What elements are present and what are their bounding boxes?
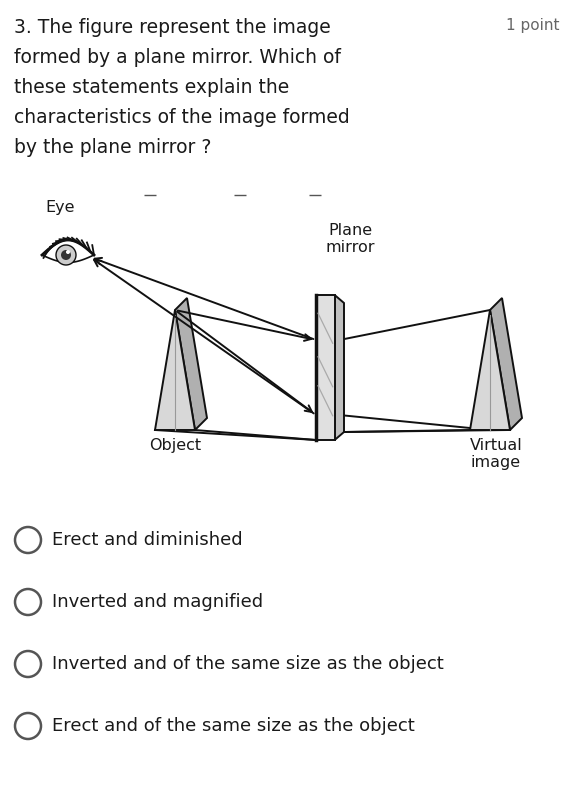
Text: formed by a plane mirror. Which of: formed by a plane mirror. Which of [14, 48, 341, 67]
Text: Object: Object [149, 438, 201, 453]
Text: Virtual
image: Virtual image [469, 438, 522, 470]
Polygon shape [155, 310, 195, 430]
Circle shape [56, 245, 76, 265]
Circle shape [15, 527, 41, 553]
Text: these statements explain the: these statements explain the [14, 78, 289, 97]
Text: Inverted and magnified: Inverted and magnified [52, 593, 263, 611]
Polygon shape [490, 298, 522, 430]
Text: Erect and of the same size as the object: Erect and of the same size as the object [52, 717, 415, 735]
Text: 3. The figure represent the image: 3. The figure represent the image [14, 18, 331, 37]
Polygon shape [42, 240, 94, 262]
Text: characteristics of the image formed: characteristics of the image formed [14, 108, 350, 127]
Polygon shape [335, 295, 344, 440]
Polygon shape [470, 310, 510, 430]
Circle shape [66, 250, 70, 254]
Text: 1 point: 1 point [506, 18, 560, 33]
Circle shape [15, 589, 41, 615]
Text: by the plane mirror ?: by the plane mirror ? [14, 138, 211, 157]
Polygon shape [316, 295, 335, 440]
Text: Inverted and of the same size as the object: Inverted and of the same size as the obj… [52, 655, 444, 673]
Text: Plane
mirror: Plane mirror [325, 223, 375, 256]
Circle shape [15, 651, 41, 677]
Text: Eye: Eye [46, 200, 75, 215]
Circle shape [61, 250, 71, 260]
Circle shape [15, 713, 41, 739]
Text: Erect and diminished: Erect and diminished [52, 531, 242, 549]
Polygon shape [175, 298, 207, 430]
